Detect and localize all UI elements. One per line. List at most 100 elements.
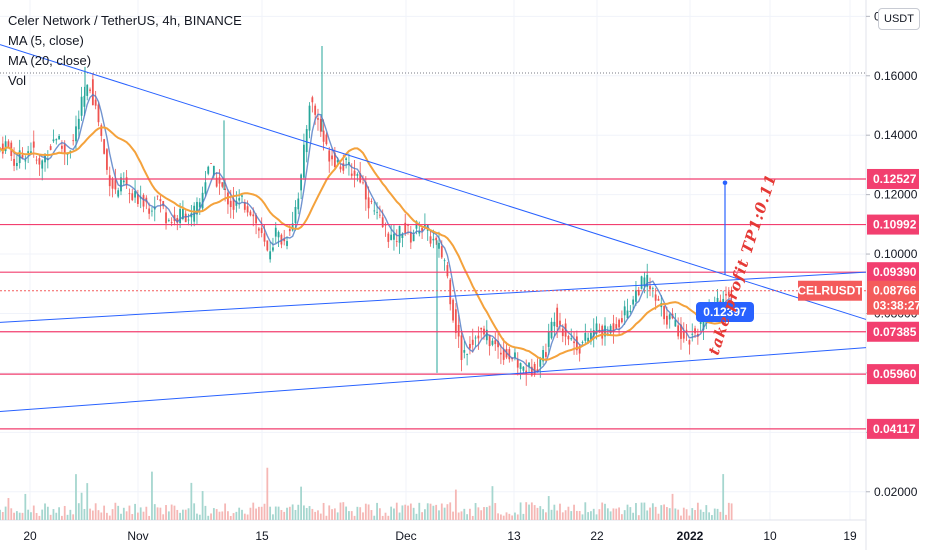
level-tag-text: 0.04117	[873, 422, 916, 436]
candle-body	[725, 293, 727, 296]
volume-bar	[449, 502, 452, 520]
volume-bar	[494, 503, 497, 520]
volume-bar	[111, 509, 114, 520]
candle-body	[497, 341, 499, 348]
candle-body	[204, 182, 207, 194]
x-tick-label: Nov	[127, 529, 148, 543]
candle-body	[272, 247, 274, 251]
candle-body	[243, 202, 246, 210]
candle-body	[328, 150, 331, 162]
volume-bar	[266, 467, 269, 520]
candle-body	[35, 159, 38, 161]
candle-body	[13, 158, 15, 166]
candle-body	[446, 265, 449, 277]
candle-body	[730, 295, 733, 298]
level-tag	[867, 364, 919, 385]
candle-body	[280, 234, 283, 245]
volume-bar	[519, 502, 522, 520]
volume-bar	[311, 508, 314, 520]
candle-body	[387, 233, 390, 242]
candle-body	[103, 139, 106, 154]
volume-bar	[97, 510, 100, 520]
x-tick-label: 2022	[677, 529, 704, 543]
ma20-line	[0, 126, 732, 361]
candle-body	[409, 232, 412, 243]
volume-bar	[63, 505, 66, 520]
candle-body	[41, 160, 44, 169]
candle-body	[291, 223, 294, 231]
volume-bar	[395, 502, 398, 520]
candle-body	[499, 352, 502, 355]
candle-body	[682, 331, 685, 339]
volume-bar	[559, 503, 561, 520]
volume-legend[interactable]: Vol	[8, 73, 27, 88]
candle-body	[421, 227, 423, 231]
volume-bar	[193, 503, 196, 520]
ma5-legend[interactable]: MA (5, close)	[8, 33, 84, 48]
volume-bar	[530, 502, 533, 520]
candle-body	[148, 208, 151, 214]
candle-body	[561, 328, 564, 337]
candle-body	[117, 190, 120, 197]
currency-button[interactable]: USDT	[878, 8, 920, 30]
volume-bar	[719, 511, 722, 520]
candle-body	[637, 289, 640, 296]
candle-body	[305, 129, 308, 153]
volume-bar	[162, 514, 165, 520]
candle-body	[21, 154, 24, 158]
candle-body	[108, 175, 111, 187]
level-tag-text: 0.05960	[873, 367, 917, 381]
volume-bar	[370, 510, 373, 520]
candle-body	[232, 198, 235, 210]
price-axis[interactable]: 0.180000.160000.140000.120000.100000.080…	[797, 9, 921, 498]
candle-body	[142, 195, 145, 207]
symbol-tag	[798, 280, 862, 301]
y-tick-label: 0.10000	[874, 247, 918, 261]
candle-body	[24, 160, 27, 162]
x-tick-label: 13	[507, 529, 521, 543]
volume-bar	[536, 507, 539, 520]
volume-bar	[497, 513, 499, 520]
candle-body	[32, 141, 35, 148]
candle-body	[224, 188, 227, 191]
candle-body	[184, 213, 187, 223]
candle-body	[63, 144, 66, 154]
candle-body	[435, 237, 438, 241]
volume-bar	[274, 506, 277, 520]
volume-bar	[635, 503, 637, 520]
volume-bar	[432, 505, 435, 520]
candle-body	[674, 320, 677, 327]
candle-body	[469, 343, 471, 349]
volume-bar	[463, 508, 466, 520]
volume-bar	[72, 514, 75, 520]
candle-body	[201, 192, 204, 209]
volume-bar	[331, 509, 333, 520]
candle-body	[573, 341, 575, 344]
candle-body	[297, 198, 300, 210]
candle-body	[288, 228, 291, 232]
ma20-legend[interactable]: MA (20, close)	[8, 53, 92, 68]
volume-bar	[649, 507, 651, 520]
candle-body	[314, 105, 317, 115]
candle-body	[255, 214, 257, 224]
volume-bar	[348, 511, 350, 520]
volume-bar	[452, 511, 454, 520]
candle-body	[727, 291, 730, 296]
time-axis[interactable]: 20 Nov 15 Dec 13 22 2022 10 19	[23, 529, 857, 543]
candle-body	[640, 276, 643, 289]
candle-body	[269, 251, 272, 260]
candle-body	[570, 338, 573, 340]
candle-body	[187, 219, 190, 221]
candle-body	[666, 315, 668, 325]
candle-body	[294, 206, 297, 223]
candle-body	[699, 320, 702, 324]
candle-body	[182, 209, 184, 219]
volume-bar	[499, 514, 502, 520]
candle-body	[156, 195, 159, 197]
candle-body	[300, 174, 302, 191]
candle-body	[263, 233, 266, 242]
level-tag	[867, 418, 919, 439]
volume-bar	[666, 507, 668, 520]
candle-body	[196, 201, 198, 215]
